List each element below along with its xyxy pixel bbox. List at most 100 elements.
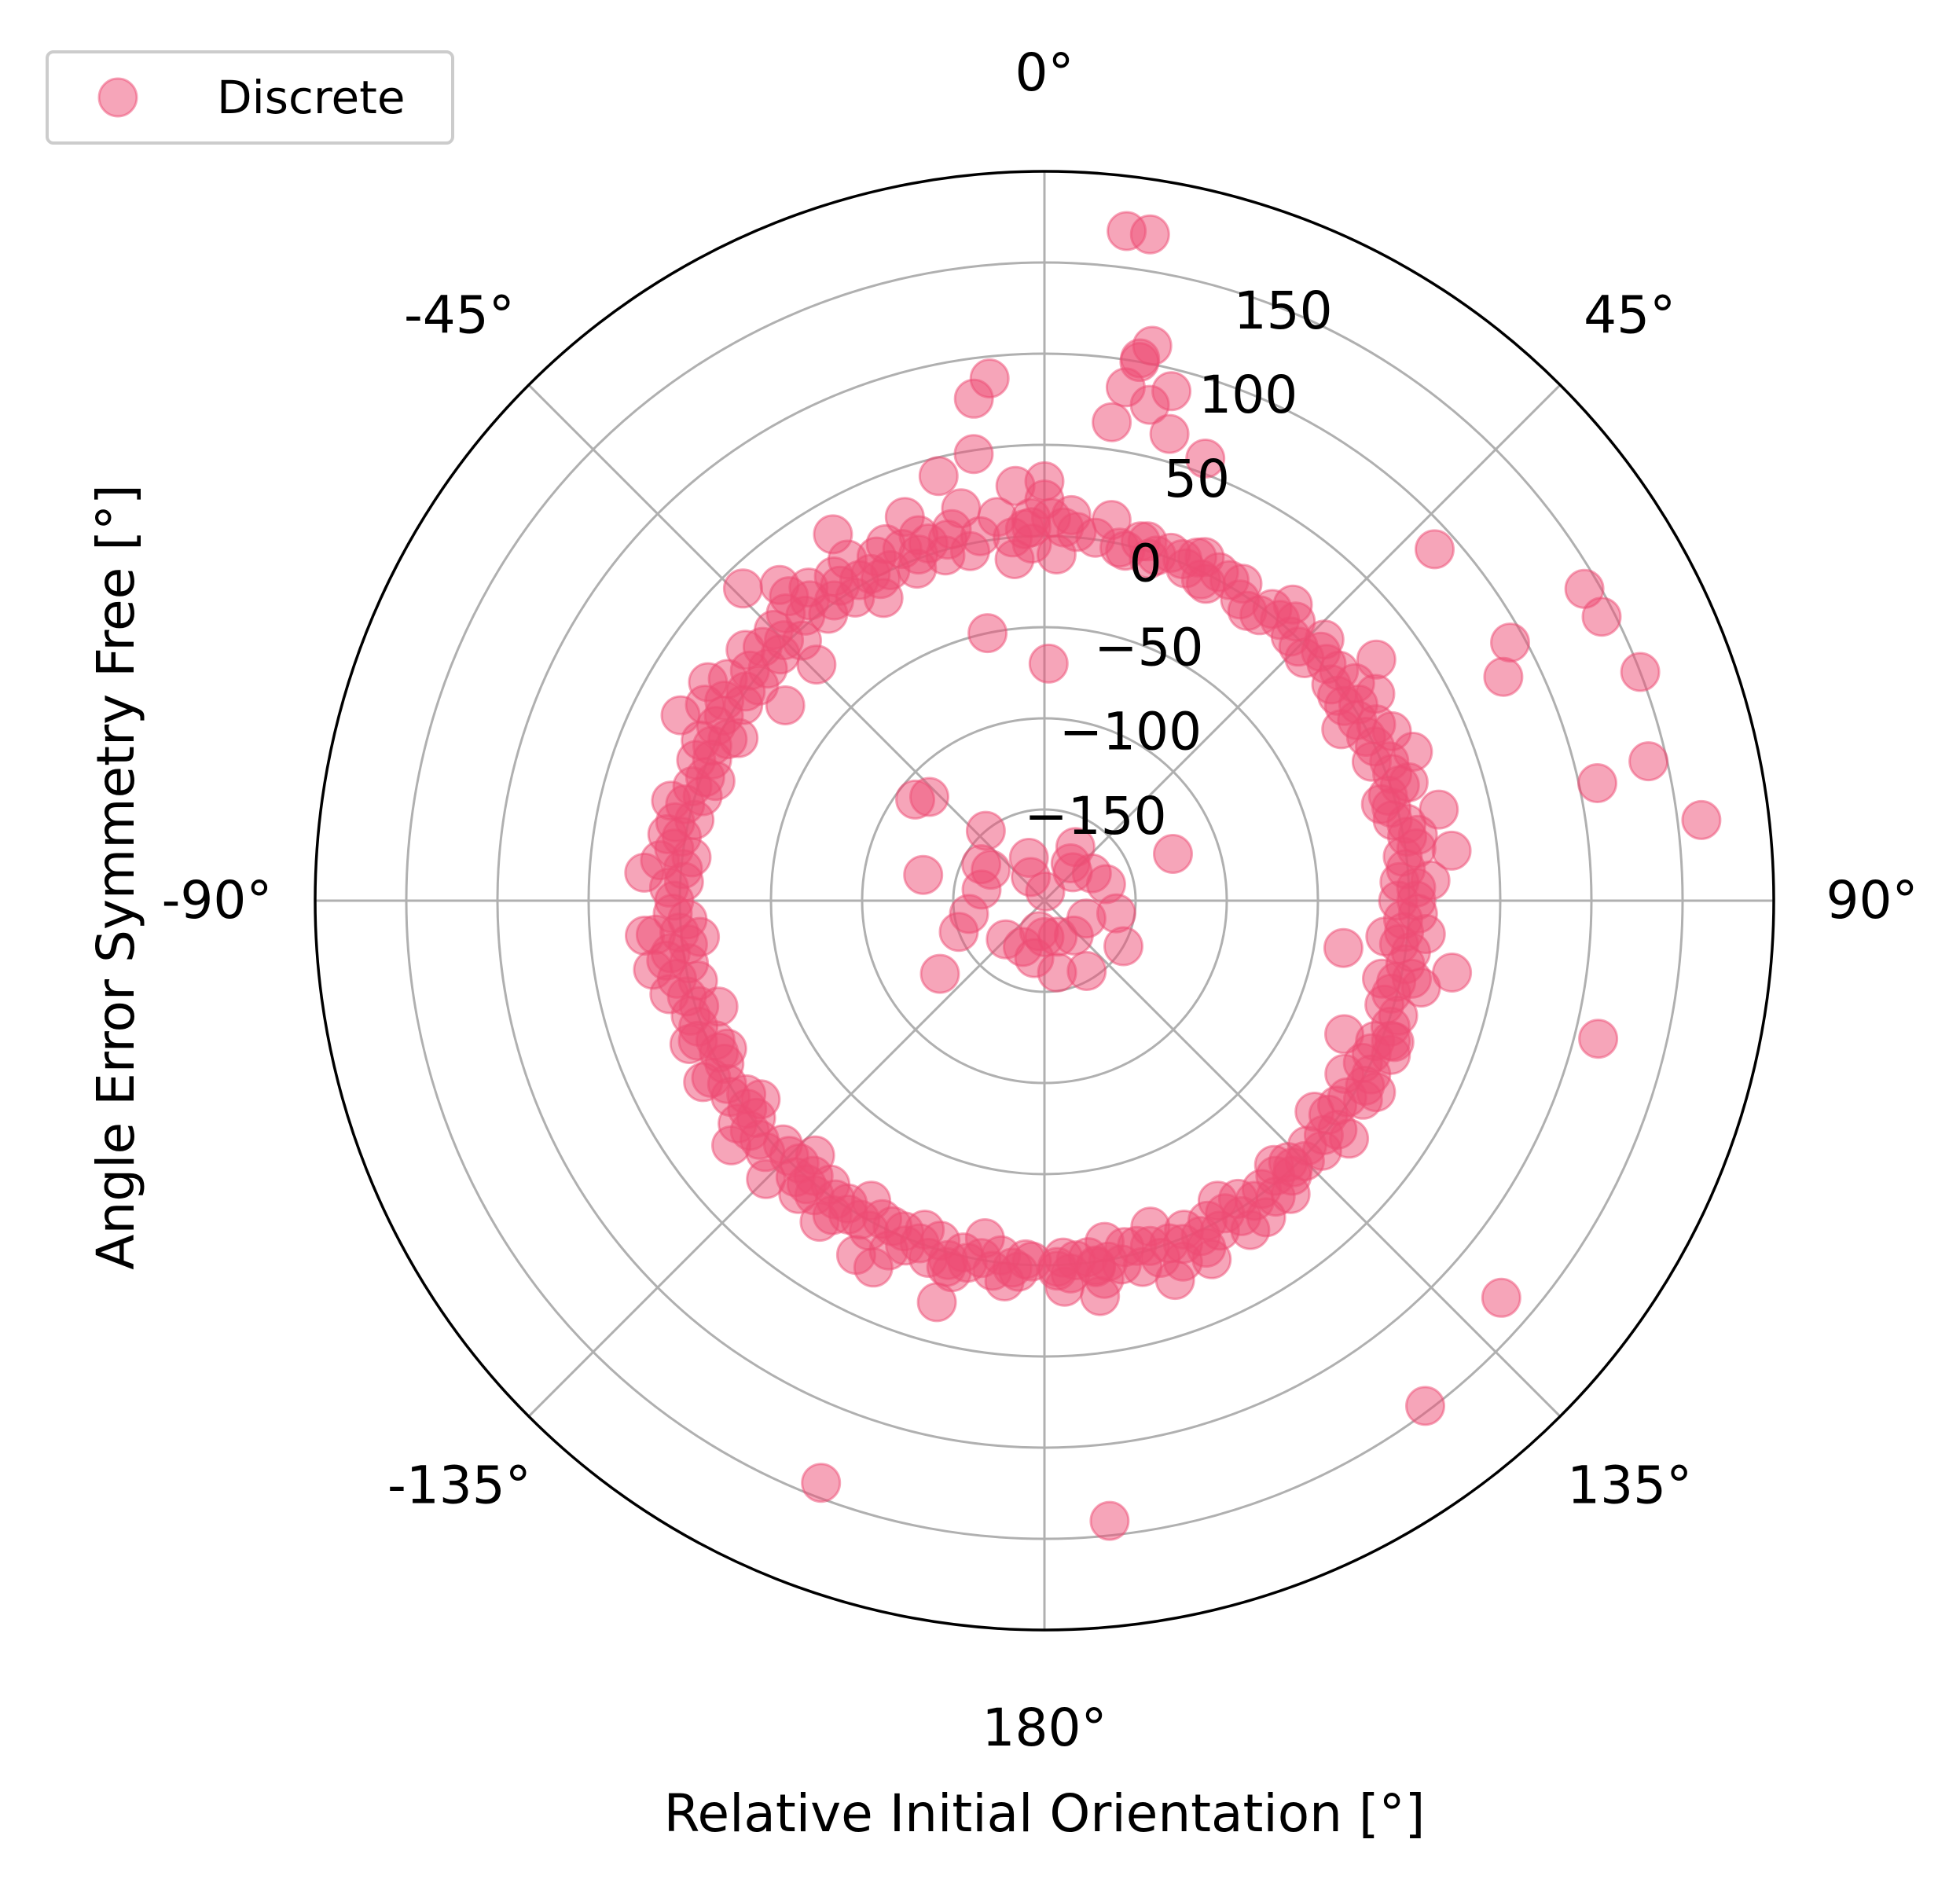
data-point xyxy=(813,514,853,555)
data-point xyxy=(1151,371,1192,412)
angle-tick-label: 180° xyxy=(982,1698,1107,1758)
data-point xyxy=(1130,1206,1171,1247)
data-point xyxy=(1304,619,1345,660)
data-point xyxy=(1355,674,1396,714)
data-point xyxy=(1028,643,1069,684)
data-point xyxy=(683,1062,724,1103)
data-point xyxy=(796,644,837,685)
data-point xyxy=(1581,597,1622,637)
data-points xyxy=(624,211,1722,1541)
data-point xyxy=(1066,951,1107,991)
data-point xyxy=(754,610,794,650)
data-point xyxy=(1294,1092,1335,1132)
data-point xyxy=(625,916,665,956)
data-point xyxy=(1329,1118,1370,1159)
data-point xyxy=(801,1463,842,1503)
data-point xyxy=(1119,342,1160,383)
data-point xyxy=(1321,709,1362,750)
data-point xyxy=(1378,880,1419,921)
radial-tick-label: −100 xyxy=(1059,702,1202,762)
data-point xyxy=(1323,927,1364,968)
data-point xyxy=(964,1218,1005,1258)
angle-tick-label: -135° xyxy=(387,1456,531,1516)
data-point xyxy=(1577,763,1617,803)
data-point xyxy=(1055,827,1096,868)
data-point xyxy=(698,986,739,1027)
data-point xyxy=(835,1235,876,1276)
data-point xyxy=(919,953,960,994)
data-point xyxy=(759,564,800,605)
radial-tick-label: 150 xyxy=(1234,281,1333,341)
data-point xyxy=(863,578,904,619)
radial-tick-labels: −150 −100 −50 050 100 150 xyxy=(1024,281,1332,846)
data-point xyxy=(1324,1014,1364,1055)
data-point xyxy=(624,852,665,893)
data-point xyxy=(1490,622,1530,663)
data-point xyxy=(1129,214,1170,255)
data-point xyxy=(660,695,701,736)
data-point xyxy=(1149,413,1190,454)
data-point xyxy=(1014,938,1055,978)
data-point xyxy=(1410,860,1451,901)
data-point xyxy=(688,662,729,703)
data-point xyxy=(965,810,1006,851)
data-point xyxy=(1365,916,1406,957)
data-point xyxy=(1360,784,1401,824)
data-point xyxy=(1419,789,1459,830)
data-point xyxy=(1405,914,1446,954)
data-point xyxy=(1578,1019,1619,1059)
data-point xyxy=(695,761,736,802)
angle-tick-label: -90° xyxy=(162,870,273,931)
data-point xyxy=(707,1028,747,1069)
angle-tick-label: 90° xyxy=(1826,870,1918,931)
legend-label: Discrete xyxy=(217,71,406,124)
data-point xyxy=(1092,402,1132,442)
data-point xyxy=(1008,838,1049,878)
data-point xyxy=(1091,500,1132,541)
data-point xyxy=(931,1252,972,1293)
data-point xyxy=(941,488,982,529)
data-point xyxy=(1628,741,1669,782)
data-point xyxy=(740,1079,781,1120)
data-point xyxy=(718,718,759,758)
data-point xyxy=(1075,1245,1116,1286)
data-point xyxy=(1185,439,1226,479)
radial-tick-label: −50 xyxy=(1094,618,1203,678)
data-point xyxy=(953,434,994,475)
data-point xyxy=(1220,579,1261,620)
data-point xyxy=(884,497,925,538)
data-point xyxy=(1432,953,1473,993)
data-point xyxy=(909,776,949,817)
data-point xyxy=(1620,652,1661,692)
data-point xyxy=(669,1024,710,1064)
data-point xyxy=(1362,958,1402,999)
radial-tick-label: −150 xyxy=(1024,786,1166,846)
data-point xyxy=(680,916,721,957)
data-point xyxy=(967,613,1008,654)
data-point xyxy=(1681,799,1722,840)
legend-marker xyxy=(97,77,138,118)
data-point xyxy=(1197,1180,1238,1221)
data-point xyxy=(1066,898,1107,939)
polar-frame xyxy=(314,170,1775,1632)
data-point xyxy=(1011,507,1052,548)
x-axis-label: Relative Initial Orientation [°] xyxy=(664,1783,1426,1844)
data-point xyxy=(1103,926,1143,967)
radial-tick-label: 100 xyxy=(1198,365,1297,425)
data-point xyxy=(905,1210,945,1250)
data-point xyxy=(1037,1246,1077,1287)
data-point xyxy=(746,1158,787,1199)
legend-frame xyxy=(46,50,454,145)
data-point xyxy=(1481,1277,1521,1318)
data-point xyxy=(1153,834,1193,874)
data-point xyxy=(725,630,766,670)
data-point xyxy=(903,854,944,895)
data-point xyxy=(1051,494,1092,535)
data-point xyxy=(1431,830,1472,871)
data-point xyxy=(851,1180,892,1221)
angle-tick-label: -45° xyxy=(404,285,515,345)
data-point xyxy=(633,949,674,990)
data-point xyxy=(953,378,994,419)
